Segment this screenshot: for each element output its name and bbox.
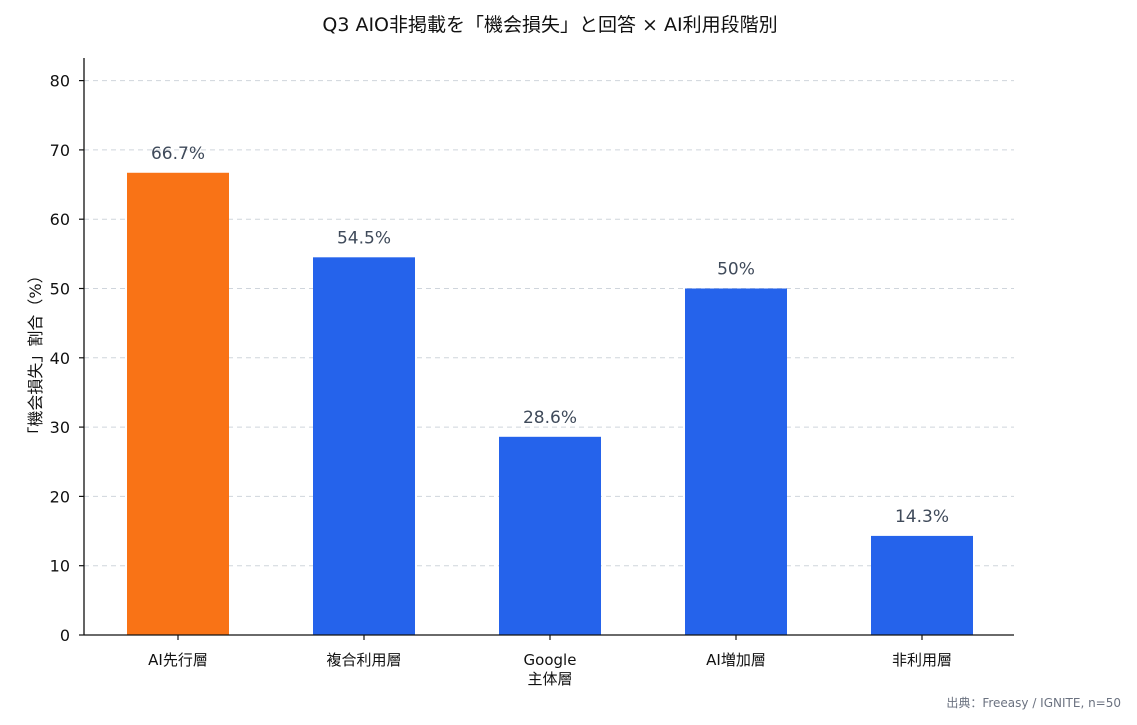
- y-tick-label: 60: [50, 210, 70, 229]
- bar-value-label: 66.7%: [151, 144, 205, 164]
- x-tick-label: Google 主体層: [524, 651, 577, 688]
- value-labels: 66.7% 54.5% 28.6% 50% 14.3%: [151, 144, 949, 527]
- source-note: 出典：Freeasy / IGNITE, n=50: [946, 696, 1121, 710]
- y-tick-label: 80: [50, 72, 70, 91]
- y-tick-label: 30: [50, 418, 70, 437]
- y-tick-labels: 0 10 20 30 40 50 60 70 80: [50, 72, 84, 645]
- x-tick-label: AI先行層: [148, 651, 208, 669]
- bar-value-label: 54.5%: [337, 228, 391, 248]
- y-tick-label: 50: [50, 280, 70, 299]
- bar: [685, 288, 787, 635]
- bar-value-label: 50%: [717, 260, 755, 280]
- chart-title: Q3 AIO非掲載を「機会損失」と回答 × AI利用段階別: [322, 14, 777, 36]
- bar-value-label: 28.6%: [523, 408, 577, 428]
- y-tick-label: 10: [50, 557, 70, 576]
- bar: [313, 257, 415, 635]
- bar: [499, 436, 601, 635]
- x-tick-label: 非利用層: [892, 651, 952, 669]
- bar: [127, 172, 229, 636]
- y-axis-label: 「機会損失」割合（%）: [26, 267, 45, 442]
- x-tick-label: 複合利用層: [326, 651, 401, 669]
- bar-value-label: 14.3%: [895, 507, 949, 527]
- y-tick-label: 20: [50, 487, 70, 506]
- x-tick-label: AI増加層: [706, 651, 766, 669]
- bar: [871, 535, 973, 635]
- y-tick-label: 0: [60, 626, 70, 645]
- bars: [127, 172, 973, 636]
- y-tick-label: 70: [50, 141, 70, 160]
- y-tick-label: 40: [50, 349, 70, 368]
- axes: [83, 58, 1014, 636]
- x-category-labels: AI先行層 複合利用層 Google 主体層 AI増加層 非利用層: [148, 635, 952, 688]
- grid-lines: [84, 80, 1014, 567]
